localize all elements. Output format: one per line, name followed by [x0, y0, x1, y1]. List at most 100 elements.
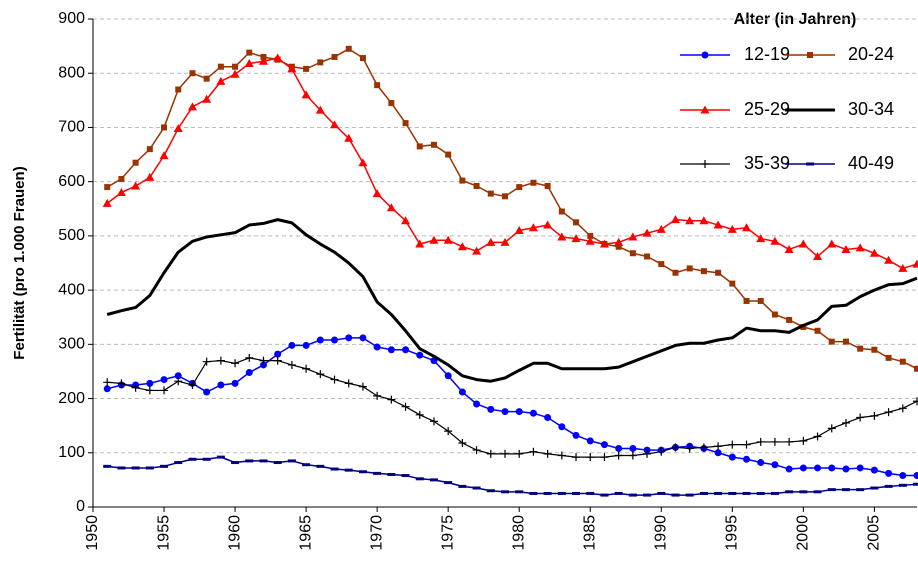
point	[557, 451, 566, 460]
point	[486, 237, 496, 246]
point	[587, 232, 594, 239]
point	[373, 343, 381, 351]
point	[145, 386, 154, 395]
point	[216, 356, 225, 365]
point	[344, 133, 354, 142]
point	[807, 52, 813, 58]
point	[131, 181, 141, 190]
point	[487, 190, 494, 197]
point	[700, 268, 707, 275]
point	[245, 369, 253, 377]
point	[899, 472, 907, 480]
x-tick-label: 1985	[581, 515, 598, 551]
point	[401, 402, 410, 411]
point	[628, 232, 638, 241]
point	[869, 248, 879, 257]
point	[344, 379, 353, 388]
point	[203, 388, 211, 396]
point	[571, 234, 581, 243]
point	[701, 160, 709, 168]
point	[501, 408, 509, 416]
point	[187, 102, 197, 111]
y-tick-label: 900	[58, 10, 85, 27]
point	[216, 76, 226, 85]
point	[913, 472, 918, 480]
y-tick-label: 300	[58, 336, 85, 353]
point	[529, 409, 537, 417]
point	[629, 444, 637, 452]
point	[614, 237, 624, 246]
point	[317, 59, 324, 66]
point	[885, 469, 893, 477]
x-tick-label: 1960	[226, 515, 243, 551]
point	[117, 379, 126, 388]
point	[231, 359, 240, 368]
point	[898, 404, 907, 413]
point	[415, 239, 425, 248]
point	[841, 244, 851, 253]
point	[303, 65, 310, 72]
point	[244, 58, 254, 67]
point	[699, 443, 708, 452]
point	[743, 297, 750, 304]
point	[302, 341, 310, 349]
point	[315, 105, 325, 114]
point	[528, 223, 538, 232]
point	[302, 364, 311, 373]
point	[557, 232, 567, 241]
point	[174, 372, 182, 380]
point	[415, 410, 424, 419]
series-line	[107, 337, 917, 477]
point	[813, 432, 822, 441]
point	[742, 440, 751, 449]
point	[799, 436, 808, 445]
x-tick-label: 1950	[84, 515, 101, 551]
legend-title: Alter (in Jahren)	[734, 11, 857, 28]
point	[387, 346, 395, 354]
point	[855, 243, 865, 252]
point	[770, 437, 779, 446]
point	[629, 250, 636, 257]
point	[728, 453, 736, 461]
point	[445, 151, 452, 158]
point	[856, 413, 865, 422]
point	[188, 381, 197, 389]
point	[189, 70, 196, 77]
point	[457, 242, 467, 251]
point	[544, 183, 551, 190]
point	[643, 449, 652, 458]
y-tick-label: 400	[58, 281, 85, 298]
point	[202, 357, 211, 366]
point	[132, 159, 139, 166]
point	[487, 405, 495, 413]
point	[756, 234, 766, 243]
point	[444, 372, 452, 380]
point	[699, 216, 709, 225]
point	[814, 464, 822, 472]
point	[160, 386, 169, 395]
point	[885, 354, 892, 361]
point	[501, 449, 509, 458]
point	[516, 184, 523, 191]
series-line	[106, 57, 918, 270]
point	[700, 105, 710, 114]
point	[656, 224, 666, 233]
point	[899, 358, 906, 365]
point	[500, 237, 510, 246]
point	[386, 203, 396, 212]
point	[159, 151, 169, 160]
point	[543, 449, 552, 458]
point	[600, 453, 609, 462]
point	[273, 53, 283, 62]
point	[729, 280, 736, 287]
point	[813, 251, 823, 260]
legend-label: 12-19	[744, 44, 790, 64]
point	[742, 223, 752, 232]
point	[884, 408, 893, 417]
point	[884, 255, 894, 264]
point	[287, 64, 297, 73]
point	[288, 341, 296, 349]
point	[628, 451, 637, 460]
point	[615, 243, 622, 250]
legend-label: 20-24	[848, 44, 894, 64]
